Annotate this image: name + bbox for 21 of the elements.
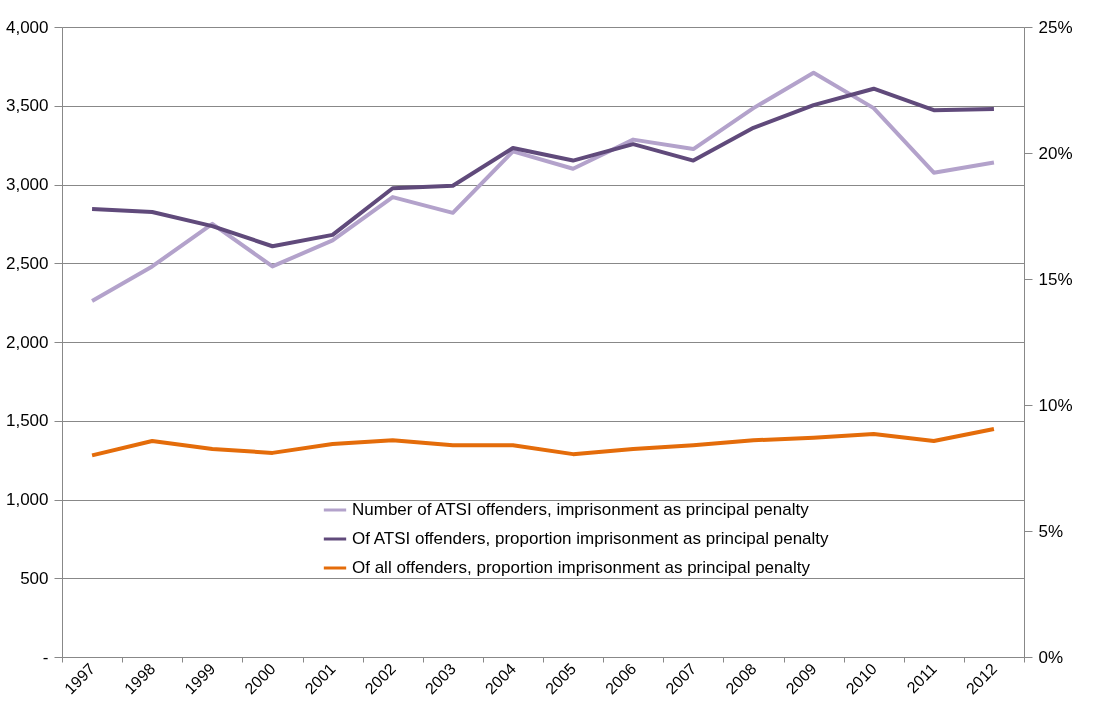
y-tick-label: 1,500 [5, 411, 49, 431]
line-series [90, 426, 996, 458]
y2-tick-label: 5% [1038, 521, 1064, 541]
legend-label: Of ATSI offenders, proportion imprisonment as principal penalty [352, 529, 830, 548]
line-series [90, 70, 996, 304]
legend-label: Number of ATSI offenders, imprisonment as principal penalty [352, 500, 810, 519]
y-tick-label: 4,000 [5, 17, 49, 37]
y2-tick-label: 15% [1038, 269, 1073, 289]
y-tick-label: 3,500 [5, 96, 49, 116]
legend-label: Of all offenders, proportion imprisonment as principal penalty [352, 558, 811, 577]
y2-tick-label: 0% [1038, 647, 1064, 667]
y-tick-label: 2,500 [5, 253, 49, 273]
y2-tick-label: 20% [1038, 143, 1073, 163]
y-tick-label: 3,000 [5, 175, 49, 194]
y-tick-label: - [42, 647, 49, 667]
y-tick-label: 2,000 [5, 332, 49, 352]
y-tick-label: 1,000 [5, 490, 49, 509]
y-tick-label: 500 [20, 568, 49, 588]
y2-tick-label: 10% [1038, 395, 1073, 415]
line-series [90, 86, 996, 249]
y2-tick-label: 25% [1038, 17, 1073, 37]
